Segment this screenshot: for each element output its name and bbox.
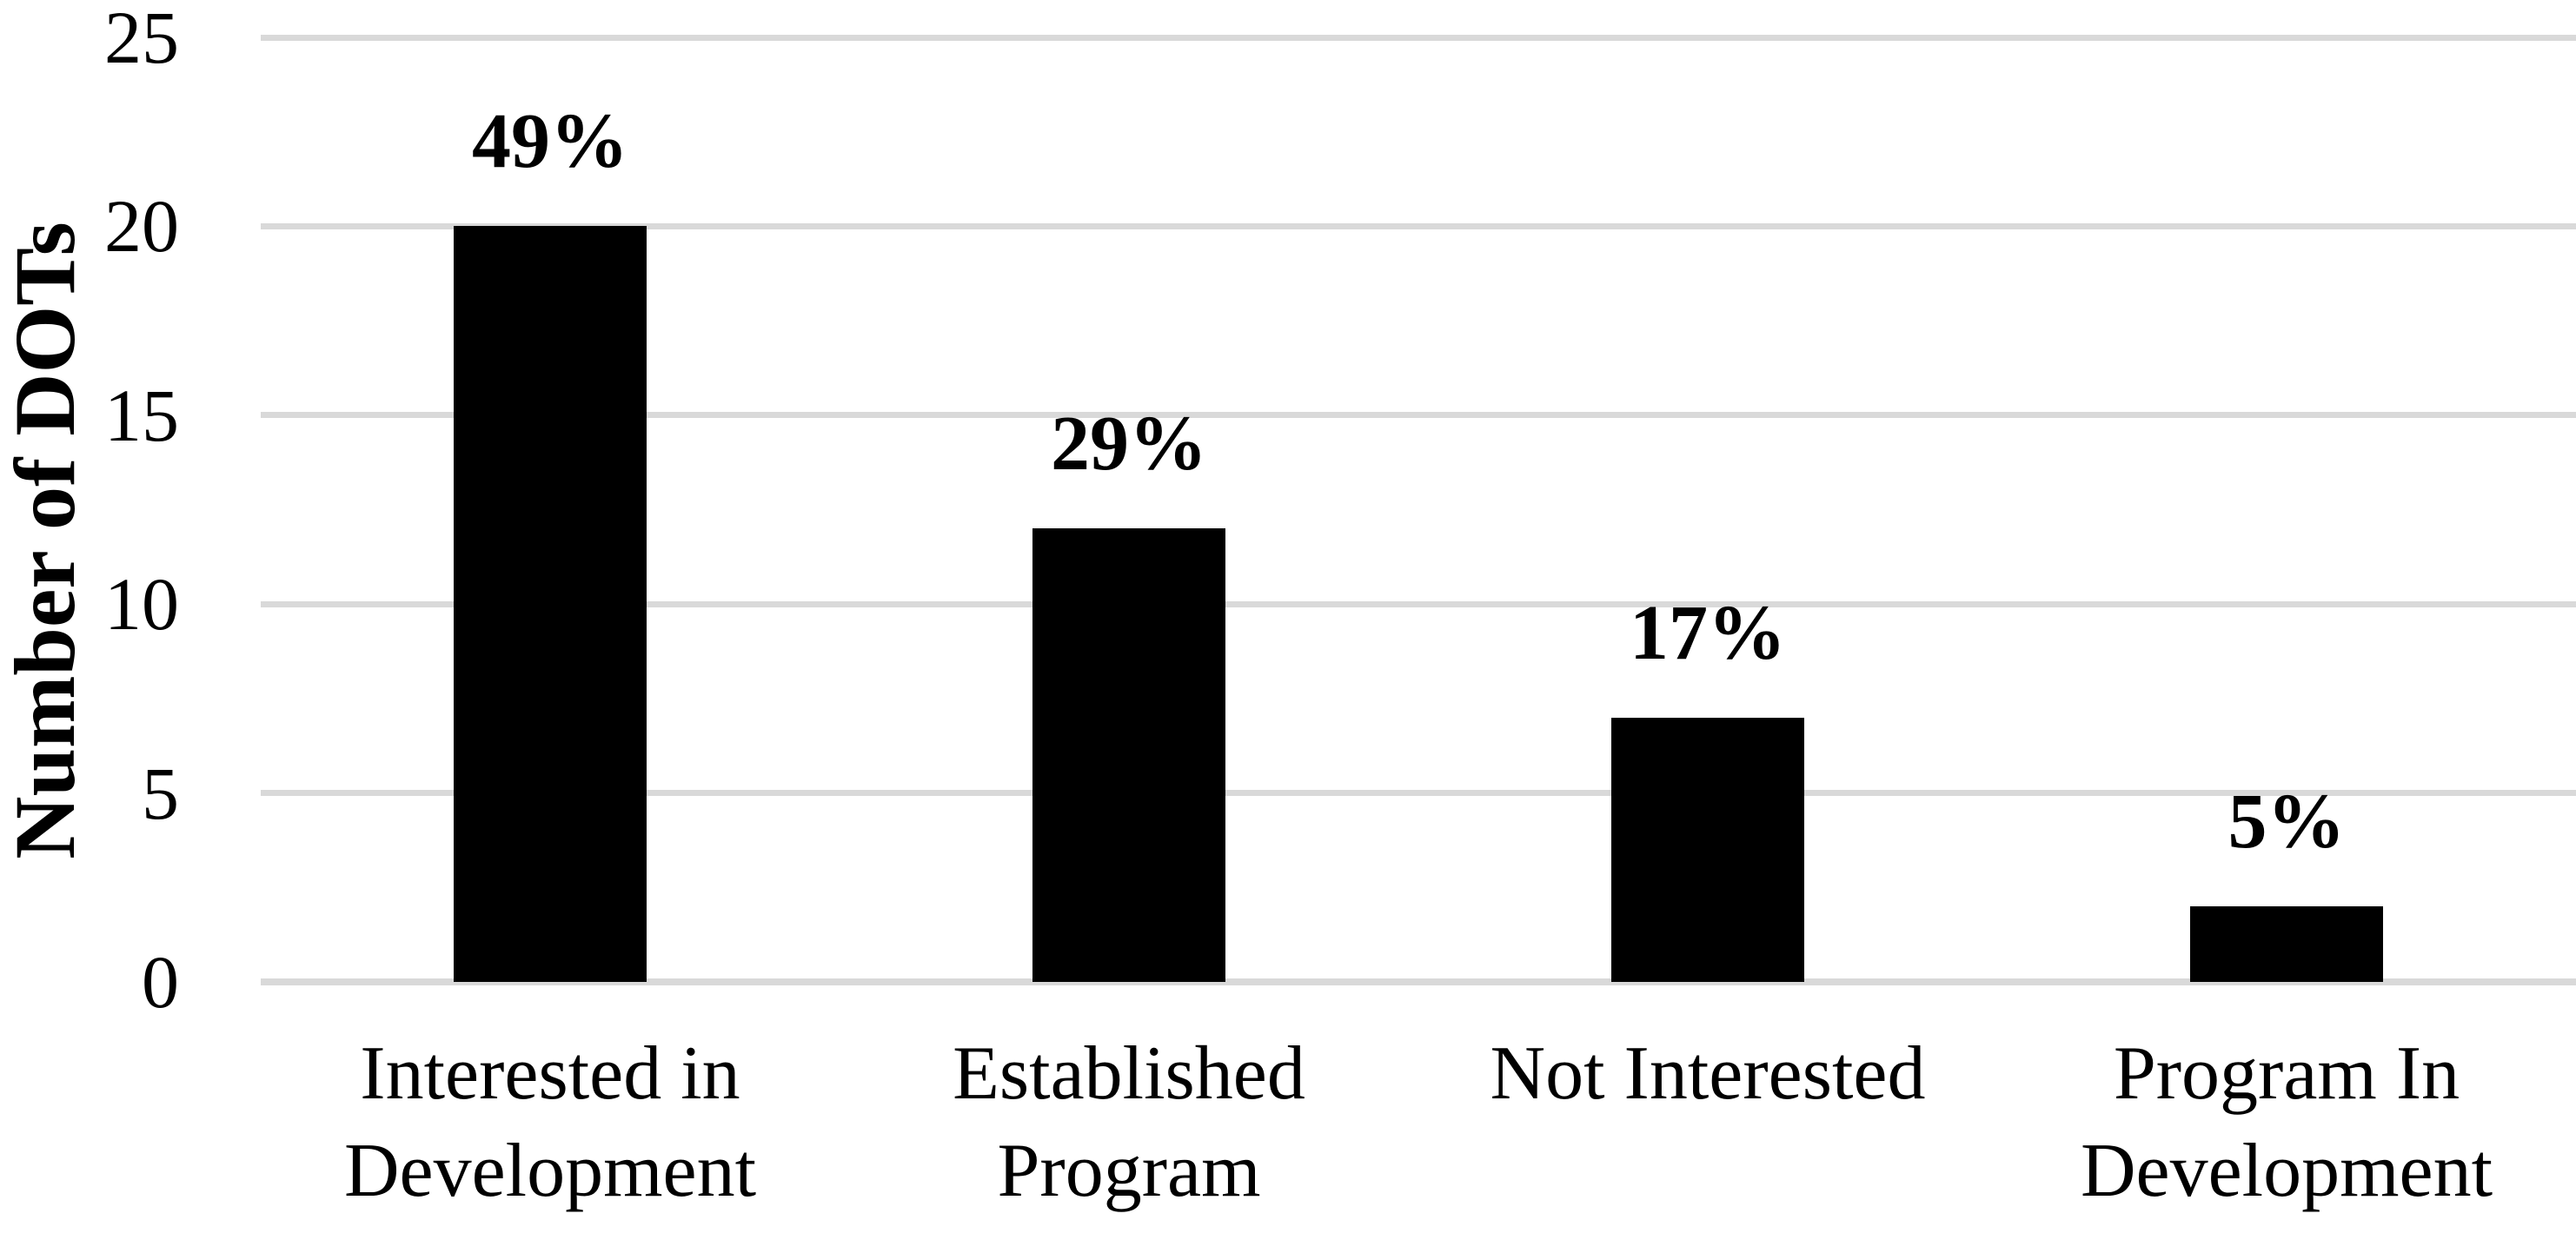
bar-slot-2: 29% [840, 37, 1418, 982]
bar-value-label-2: 29% [1051, 401, 1207, 487]
bars: 49% 29% 17% 5% [261, 37, 2576, 982]
category-label-2: Established Program [840, 1025, 1418, 1220]
y-tick-label-20: 20 [104, 184, 179, 269]
category-label-4: Program In Development [1997, 1025, 2576, 1220]
gridline-25 [261, 34, 2576, 41]
bar-2 [1032, 528, 1225, 982]
gridlines [261, 34, 2576, 985]
y-tick-label-5: 5 [142, 751, 179, 835]
bar-value-label-4: 5% [2227, 779, 2346, 865]
category-label-1: Interested in Development [261, 1025, 840, 1220]
category-label-3: Not Interested [1418, 1025, 1997, 1123]
bar-value-label-3: 17% [1630, 589, 1786, 676]
x-axis-category-labels: Interested in Development Established Progr… [261, 1025, 2576, 1220]
category-label-line: Not Interested [1490, 1031, 1926, 1116]
y-tick-label-10: 10 [104, 562, 179, 647]
y-tick-label-15: 15 [104, 373, 179, 457]
y-axis-tick-labels: 0 5 10 15 20 25 [0, 0, 179, 1019]
category-label-line: Established [953, 1031, 1305, 1116]
y-tick-label-25: 25 [104, 0, 179, 79]
category-label-line: Program [997, 1129, 1261, 1213]
gridline-10 [261, 600, 2576, 607]
bar-slot-1: 49% [261, 37, 840, 982]
category-label-line: Development [2080, 1129, 2493, 1213]
gridline-5 [261, 790, 2576, 797]
bar-3 [1611, 717, 1804, 982]
bar-slot-4: 5% [1997, 37, 2576, 982]
y-tick-label-0: 0 [142, 940, 179, 1024]
bar-4 [2190, 906, 2383, 982]
bar-value-label-1: 49% [472, 98, 628, 185]
gridline-15 [261, 412, 2576, 419]
bar-slot-3: 17% [1418, 37, 1997, 982]
category-label-line: Interested in [360, 1031, 740, 1116]
gridline-0 [261, 978, 2576, 985]
gridline-20 [261, 222, 2576, 229]
category-label-line: Program In [2113, 1031, 2460, 1116]
plot-area: 49% 29% 17% 5% [261, 34, 2576, 985]
category-label-line: Development [343, 1129, 757, 1213]
bar-1 [454, 226, 647, 982]
